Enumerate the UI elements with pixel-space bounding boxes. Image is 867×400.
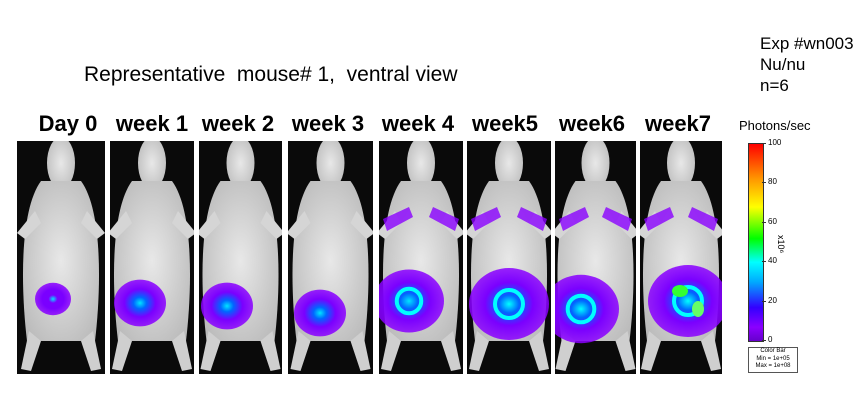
colorbar-tick-mark — [762, 143, 766, 144]
mouse-body-image — [110, 141, 194, 371]
mouse-body-image — [640, 141, 722, 371]
colorbar-tick-label: 20 — [768, 295, 777, 305]
mouse-image-panel — [199, 141, 282, 374]
mouse-body-image — [555, 141, 636, 371]
experiment-id: Exp #wn003 — [760, 34, 854, 53]
colorbar-scale-label: x10⁶ — [776, 235, 786, 254]
mouse-image-panel — [17, 141, 105, 374]
figure-subtitle: Representative mouse# 1, ventral view — [84, 63, 458, 86]
mouse-image-panel — [467, 141, 551, 374]
colorbar-tick-mark — [762, 182, 766, 184]
panel-label-week1: week 1 — [115, 111, 189, 136]
colorbar-tick-mark — [762, 221, 766, 223]
colorbar-tick-label: 60 — [768, 216, 777, 226]
mouse-body-image — [379, 141, 463, 371]
colorbar-tick-mark — [762, 340, 766, 341]
colorbar-tick-mark — [762, 261, 766, 263]
panel-label-week4: week 4 — [381, 111, 455, 136]
panel-label-week7: week7 — [644, 111, 712, 136]
colorbar-box-min: Min = 1e+05 — [756, 355, 790, 362]
mouse-image-panel — [379, 141, 463, 374]
mouse-body-image — [17, 141, 105, 371]
colorbar-box-max: Max = 1e+08 — [755, 363, 791, 369]
colorbar-tick-label: 40 — [768, 256, 777, 266]
sample-size: n=6 — [760, 76, 789, 95]
panel-label-week6: week6 — [558, 111, 626, 136]
mouse-strain: Nu/nu — [760, 55, 806, 74]
mouse-image-panel — [288, 141, 373, 374]
mouse-image-panel — [555, 141, 636, 374]
mouse-body-image — [199, 141, 282, 371]
panel-label-week2: week 2 — [201, 111, 275, 136]
colorbar-info-box: Color Bar Min = 1e+05 Max = 1e+08 — [748, 347, 798, 373]
colorbar-tick-label: 0 — [768, 335, 773, 344]
colorbar-units: Photons/sec — [739, 118, 811, 133]
mouse-image-panel — [640, 141, 722, 374]
colorbar-tick-label: 100 — [768, 138, 782, 147]
mouse-body-image — [467, 141, 551, 371]
colorbar-tick-mark — [762, 300, 766, 302]
colorbar-tick-label: 80 — [768, 177, 777, 187]
colorbar-box-title: Color Bar — [760, 348, 786, 354]
panel-label-week3: week 3 — [291, 111, 365, 136]
panel-label-day0: Day 0 — [38, 111, 98, 136]
panel-label-week5: week5 — [471, 111, 539, 136]
colorbar-gradient — [748, 143, 764, 342]
mouse-body-image — [288, 141, 373, 371]
experiment-info: Exp #wn003 Nu/nu n=6 — [760, 33, 854, 96]
mouse-image-panel — [110, 141, 194, 374]
